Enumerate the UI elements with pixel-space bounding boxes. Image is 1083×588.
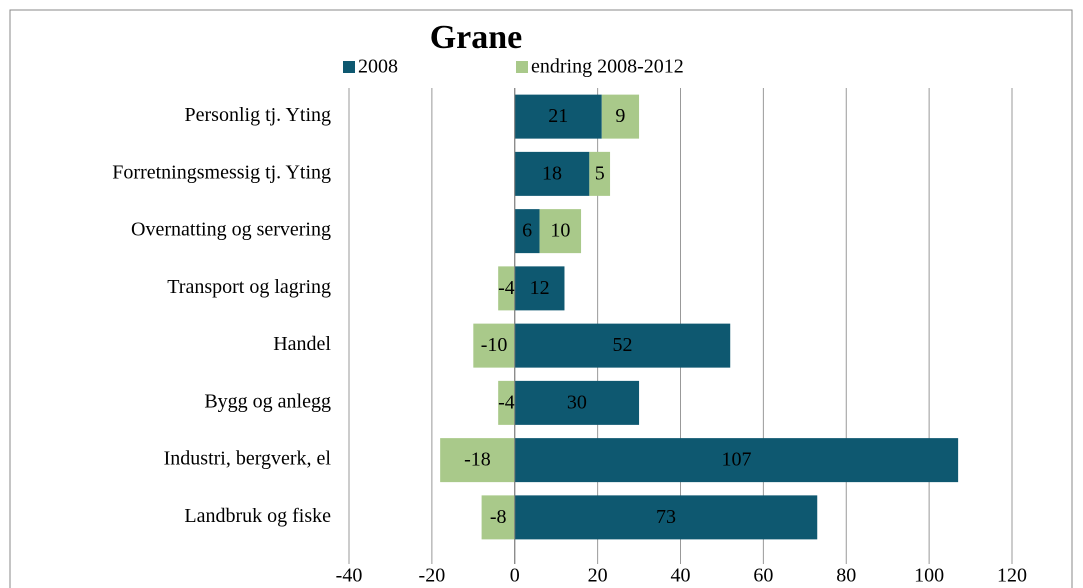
bar (473, 323, 515, 368)
bar (514, 380, 640, 425)
data-label: 18 (542, 162, 562, 184)
bar (514, 151, 590, 196)
bar (514, 323, 731, 368)
y-tick-label: Handel (273, 333, 331, 355)
x-tick-label: 120 (997, 565, 1027, 587)
data-label: 12 (530, 277, 550, 299)
bar (514, 209, 540, 254)
y-tick-label: Overnatting og servering (131, 219, 331, 241)
bar (514, 266, 565, 311)
bar (498, 266, 515, 311)
bar (589, 151, 611, 196)
x-tick-label: 40 (671, 565, 691, 587)
data-label: 107 (721, 449, 751, 471)
chart-title: Grane (430, 19, 523, 56)
data-label: 21 (548, 105, 568, 127)
x-tick-label: -40 (336, 565, 363, 587)
y-tick-label: Personlig tj. Yting (185, 104, 331, 126)
x-tick-label: -20 (419, 565, 446, 587)
bar (514, 438, 959, 483)
legend-swatch (516, 61, 528, 73)
legend-label: 2008 (358, 56, 398, 78)
legend-label: endring 2008-2012 (531, 56, 684, 78)
data-label: 10 (550, 220, 570, 242)
bar (498, 380, 515, 425)
data-label: -8 (490, 506, 507, 528)
x-tick-label: 100 (914, 565, 944, 587)
x-tick-label: 60 (753, 565, 773, 587)
data-label: 73 (656, 506, 676, 528)
y-tick-label: Bygg og anlegg (204, 390, 331, 412)
bar (440, 438, 515, 483)
data-label: 30 (567, 391, 587, 413)
x-tick-label: 20 (588, 565, 608, 587)
bar (601, 94, 640, 139)
chart-frame (9, 9, 1073, 588)
y-tick-label: Landbruk og fiske (184, 505, 331, 527)
data-label: -4 (498, 277, 515, 299)
data-label: -4 (498, 391, 515, 413)
data-label: 52 (612, 334, 632, 356)
data-label: -18 (464, 449, 491, 471)
y-tick-label: Industri, bergverk, el (164, 448, 332, 470)
y-tick-label: Forretningsmessig tj. Yting (112, 161, 331, 183)
legend-swatch (343, 61, 355, 73)
bar (539, 209, 582, 254)
x-tick-label: 0 (510, 565, 520, 587)
bar (481, 495, 515, 540)
data-label: -10 (481, 334, 508, 356)
data-label: 5 (595, 162, 605, 184)
bar (514, 495, 818, 540)
bar (514, 94, 602, 139)
data-label: 6 (522, 220, 532, 242)
x-tick-label: 80 (836, 565, 856, 587)
data-label: 9 (615, 105, 625, 127)
y-tick-label: Transport og lagring (167, 276, 331, 298)
